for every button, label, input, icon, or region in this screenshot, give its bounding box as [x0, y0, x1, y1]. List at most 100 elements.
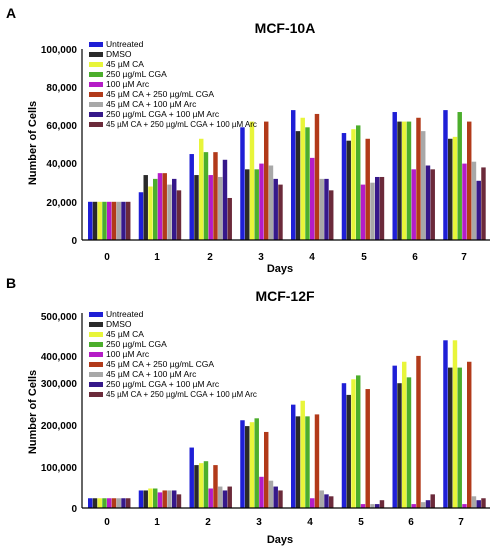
bar — [291, 110, 296, 241]
bar — [462, 163, 467, 240]
bar — [448, 138, 453, 240]
bar — [356, 375, 361, 508]
legend-item: 45 µM CA + 100 µM Arc — [89, 99, 197, 109]
legend-item: 100 µM Arc — [89, 349, 150, 359]
x-tick-label: 5 — [361, 252, 367, 263]
legend-label: 45 µM CA — [106, 59, 144, 69]
x-tick-label: 6 — [412, 252, 418, 263]
bar — [471, 161, 477, 240]
bar — [295, 416, 301, 508]
legend-swatch — [89, 392, 103, 397]
x-tick-label: 4 — [307, 517, 313, 528]
x-tick-label: 6 — [408, 517, 414, 528]
legend-item: DMSO — [89, 319, 132, 329]
bar — [162, 173, 167, 240]
bar — [421, 502, 426, 508]
bar — [240, 127, 245, 240]
legend-swatch — [89, 72, 103, 77]
bar — [138, 490, 144, 508]
bar — [126, 201, 131, 240]
x-tick-label: 4 — [309, 252, 315, 263]
bar — [416, 117, 421, 240]
bar — [245, 426, 250, 508]
legend-swatch — [89, 362, 103, 367]
bar — [351, 129, 356, 240]
bar — [107, 201, 112, 240]
legend-swatch — [89, 372, 103, 377]
bar — [457, 367, 462, 508]
legend-label: 45 µM CA + 250 µg/mL CGA — [106, 359, 214, 369]
bar — [213, 465, 218, 508]
bar — [148, 488, 153, 508]
bar — [370, 182, 375, 240]
legend-label: 45 µM CA — [106, 329, 144, 339]
legend-item: 45 µM CA — [89, 59, 144, 69]
bar — [406, 377, 412, 508]
bar — [375, 176, 380, 240]
bar — [481, 498, 486, 508]
bar — [97, 498, 102, 508]
legend-swatch — [89, 52, 103, 57]
legend-label: 45 µM CA + 100 µM Arc — [106, 99, 197, 109]
bar — [467, 121, 472, 240]
bar — [259, 476, 264, 508]
bar — [379, 500, 385, 508]
bar — [379, 176, 385, 240]
legend-item: 45 µM CA + 250 µg/mL CGA — [89, 359, 214, 369]
bar — [370, 504, 375, 508]
bar — [203, 461, 209, 508]
bar — [300, 400, 305, 508]
bar — [208, 175, 213, 240]
bar — [346, 394, 351, 508]
x-tick-label: 7 — [458, 517, 464, 528]
bar — [375, 504, 380, 508]
bar — [278, 184, 283, 240]
legend-swatch — [89, 332, 103, 337]
bar — [462, 504, 467, 508]
x-tick-label: 0 — [104, 252, 110, 263]
bar — [249, 121, 255, 240]
bar — [116, 498, 121, 508]
bar — [430, 169, 435, 240]
bar — [476, 500, 481, 508]
bar — [443, 340, 448, 508]
legend-label: 100 µM Arc — [106, 79, 150, 89]
bar — [324, 178, 329, 240]
x-tick-labels: 0 1 2 3 4 5 6 7 — [104, 517, 464, 528]
bar — [295, 131, 301, 240]
bar — [148, 186, 153, 240]
bar — [341, 133, 347, 240]
legend-label: 250 µg/mL CGA + 100 µM Arc — [106, 109, 220, 119]
bar — [268, 480, 274, 508]
bar — [310, 498, 315, 508]
bars-group — [88, 110, 486, 241]
legend-item: 45 µM CA + 250 µg/mL CGA + 100 µM Arc — [89, 120, 257, 129]
bar — [360, 504, 366, 508]
legend-label: 45 µM CA + 250 µg/mL CGA + 100 µM Arc — [106, 390, 257, 399]
bar — [351, 379, 356, 508]
y-tick-label: 0 — [71, 236, 77, 247]
bar — [264, 431, 269, 508]
bar — [194, 175, 199, 240]
bar — [425, 165, 431, 240]
bar — [102, 498, 107, 508]
bar — [162, 490, 167, 508]
y-tick-label: 40,000 — [46, 159, 77, 170]
bar — [107, 498, 112, 508]
bar — [319, 178, 324, 240]
bar — [264, 121, 269, 240]
legend-label: 45 µM CA + 250 µg/mL CGA + 100 µM Arc — [106, 120, 257, 129]
legend-item: 45 µM CA + 250 µg/mL CGA — [89, 89, 214, 99]
legend-item: DMSO — [89, 49, 132, 59]
bar — [92, 498, 98, 508]
bar — [319, 490, 324, 508]
legend-label: 100 µM Arc — [106, 349, 150, 359]
bar — [102, 201, 107, 240]
x-tick-label: 3 — [258, 252, 264, 263]
bar — [157, 492, 163, 508]
panel-a-chart: A MCF-10A Number of Cells Days 0 20,000 … — [6, 5, 490, 275]
bar — [222, 490, 228, 508]
bar — [121, 498, 126, 508]
bar — [430, 494, 435, 508]
bar — [176, 494, 182, 508]
